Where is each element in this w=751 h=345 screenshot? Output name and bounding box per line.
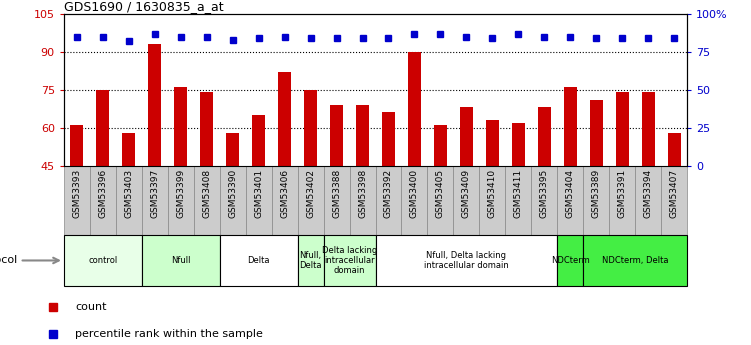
Text: count: count	[75, 302, 107, 312]
Bar	[479, 166, 505, 235]
Bar	[220, 235, 297, 286]
Text: percentile rank within the sample: percentile rank within the sample	[75, 329, 263, 339]
Bar	[90, 166, 116, 235]
Bar	[434, 125, 447, 166]
Text: GSM53399: GSM53399	[176, 169, 185, 218]
Bar	[641, 92, 655, 166]
Text: GSM53391: GSM53391	[618, 169, 627, 218]
Bar	[584, 166, 609, 235]
Bar	[668, 133, 680, 166]
Bar	[382, 112, 395, 166]
Text: GSM53409: GSM53409	[462, 169, 471, 218]
Bar	[71, 125, 83, 166]
Bar	[142, 166, 167, 235]
Bar	[194, 166, 220, 235]
Bar	[349, 166, 376, 235]
Bar	[408, 52, 421, 166]
Text: GSM53393: GSM53393	[72, 169, 81, 218]
Bar	[201, 92, 213, 166]
Text: GSM53398: GSM53398	[358, 169, 367, 218]
Text: Nfull,
Delta: Nfull, Delta	[300, 251, 322, 270]
Bar	[512, 122, 525, 166]
Text: GSM53401: GSM53401	[254, 169, 263, 218]
Text: GSM53400: GSM53400	[410, 169, 419, 218]
Text: GSM53395: GSM53395	[540, 169, 549, 218]
Text: control: control	[88, 256, 117, 265]
Text: GSM53404: GSM53404	[566, 169, 575, 218]
Bar	[402, 166, 427, 235]
Bar	[454, 166, 479, 235]
Bar	[246, 166, 272, 235]
Bar	[584, 235, 687, 286]
Text: GSM53408: GSM53408	[202, 169, 211, 218]
Bar	[635, 166, 661, 235]
Bar	[96, 90, 110, 166]
Bar	[148, 44, 161, 166]
Bar	[64, 166, 90, 235]
Bar	[538, 107, 550, 166]
Bar	[220, 166, 246, 235]
Text: GSM53411: GSM53411	[514, 169, 523, 218]
Bar	[252, 115, 265, 166]
Bar	[272, 166, 297, 235]
Text: protocol: protocol	[0, 256, 17, 265]
Text: Delta lacking
intracellular
domain: Delta lacking intracellular domain	[322, 246, 377, 275]
Bar	[505, 166, 532, 235]
Bar	[122, 133, 135, 166]
Text: GSM53394: GSM53394	[644, 169, 653, 218]
Bar	[661, 166, 687, 235]
Bar	[330, 105, 343, 166]
Bar	[324, 166, 349, 235]
Text: GSM53390: GSM53390	[228, 169, 237, 218]
Bar	[460, 107, 473, 166]
Bar	[142, 235, 220, 286]
Bar	[226, 133, 239, 166]
Bar	[304, 90, 317, 166]
Bar	[532, 166, 557, 235]
Text: Delta: Delta	[247, 256, 270, 265]
Text: GSM53406: GSM53406	[280, 169, 289, 218]
Text: GSM53405: GSM53405	[436, 169, 445, 218]
Text: GSM53407: GSM53407	[670, 169, 679, 218]
Text: GSM53389: GSM53389	[592, 169, 601, 218]
Bar	[427, 166, 454, 235]
Bar	[616, 92, 629, 166]
Text: GSM53388: GSM53388	[332, 169, 341, 218]
Bar	[278, 72, 291, 166]
Text: GSM53403: GSM53403	[124, 169, 133, 218]
Text: GSM53392: GSM53392	[384, 169, 393, 218]
Bar	[297, 235, 324, 286]
Bar	[557, 235, 584, 286]
Text: GSM53396: GSM53396	[98, 169, 107, 218]
Bar	[356, 105, 369, 166]
Text: NDCterm: NDCterm	[551, 256, 590, 265]
Text: Nfull, Delta lacking
intracellular domain: Nfull, Delta lacking intracellular domai…	[424, 251, 508, 270]
Text: Nfull: Nfull	[171, 256, 191, 265]
Bar	[557, 166, 584, 235]
Bar	[376, 235, 557, 286]
Bar	[324, 235, 376, 286]
Bar	[297, 166, 324, 235]
Bar	[64, 235, 142, 286]
Text: GSM53397: GSM53397	[150, 169, 159, 218]
Text: NDCterm, Delta: NDCterm, Delta	[602, 256, 668, 265]
Bar	[590, 100, 603, 166]
Text: GSM53410: GSM53410	[488, 169, 497, 218]
Text: GSM53402: GSM53402	[306, 169, 315, 218]
Bar	[609, 166, 635, 235]
Bar	[564, 87, 577, 166]
Bar	[376, 166, 402, 235]
Text: GDS1690 / 1630835_a_at: GDS1690 / 1630835_a_at	[64, 0, 224, 13]
Bar	[486, 120, 499, 166]
Bar	[167, 166, 194, 235]
Bar	[174, 87, 187, 166]
Bar	[116, 166, 142, 235]
